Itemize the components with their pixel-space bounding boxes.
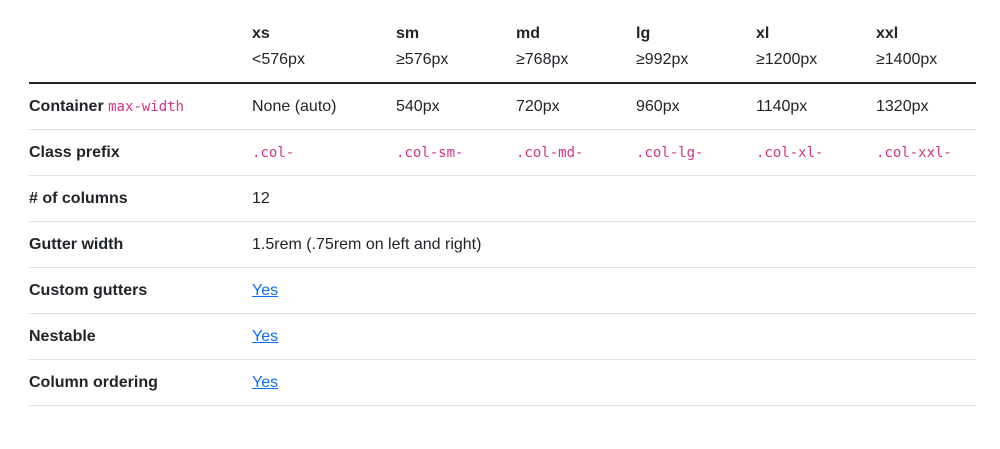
- breakpoint-name: md: [516, 25, 540, 42]
- row-number-of-columns: # of columns 12: [29, 175, 976, 222]
- class-prefix-code: .col-lg-: [636, 144, 704, 161]
- table-body: Container max-width None (auto) 540px 72…: [29, 83, 976, 406]
- column-ordering-link[interactable]: Yes: [252, 373, 279, 391]
- breakpoint-range: ≥576px: [396, 51, 449, 68]
- row-label: Nestable: [29, 313, 252, 360]
- table-cell: 1.5rem (.75rem on left and right): [252, 221, 976, 268]
- table-cell: 540px: [396, 83, 516, 130]
- table-cell: .col-xxl-: [876, 129, 976, 176]
- header-row: xs <576px sm ≥576px md ≥768px lg ≥992px …: [29, 0, 976, 84]
- class-prefix-code: .col-md-: [516, 144, 584, 161]
- breakpoint-range: ≥768px: [516, 51, 569, 68]
- header-xxl: xxl ≥1400px: [876, 0, 976, 84]
- custom-gutters-link[interactable]: Yes: [252, 281, 279, 299]
- breakpoint-name: xxl: [876, 25, 899, 42]
- table-cell: .col-sm-: [396, 129, 516, 176]
- class-prefix-code: .col-sm-: [396, 144, 464, 161]
- table-cell: Yes: [252, 267, 976, 314]
- breakpoint-name: lg: [636, 25, 651, 42]
- table-cell: None (auto): [252, 83, 396, 130]
- header-md: md ≥768px: [516, 0, 636, 84]
- breakpoint-name: sm: [396, 25, 420, 42]
- class-prefix-code: .col-: [252, 144, 295, 161]
- row-container-max-width: Container max-width None (auto) 540px 72…: [29, 83, 976, 130]
- table-cell: 960px: [636, 83, 756, 130]
- row-label-code: max-width: [108, 98, 184, 115]
- table-cell: .col-: [252, 129, 396, 176]
- row-gutter-width: Gutter width 1.5rem (.75rem on left and …: [29, 221, 976, 268]
- row-label: # of columns: [29, 175, 252, 222]
- breakpoint-range: <576px: [252, 51, 305, 68]
- row-custom-gutters: Custom gutters Yes: [29, 267, 976, 314]
- row-label: Column ordering: [29, 359, 252, 406]
- table-cell: 1140px: [756, 83, 876, 130]
- breakpoint-name: xl: [756, 25, 770, 42]
- table-cell: 12: [252, 175, 976, 222]
- class-prefix-code: .col-xl-: [756, 144, 824, 161]
- table-header: xs <576px sm ≥576px md ≥768px lg ≥992px …: [29, 0, 976, 84]
- header-empty-cell: [29, 0, 252, 84]
- header-xl: xl ≥1200px: [756, 0, 876, 84]
- breakpoint-name: xs: [252, 25, 270, 42]
- row-label-text: Container: [29, 97, 104, 115]
- table-cell: .col-lg-: [636, 129, 756, 176]
- table-cell: Yes: [252, 359, 976, 406]
- class-prefix-code: .col-xxl-: [876, 144, 952, 161]
- row-label: Gutter width: [29, 221, 252, 268]
- breakpoint-range: ≥1200px: [756, 51, 818, 68]
- table-cell: .col-xl-: [756, 129, 876, 176]
- grid-options-table: xs <576px sm ≥576px md ≥768px lg ≥992px …: [29, 0, 976, 406]
- row-label: Class prefix: [29, 129, 252, 176]
- row-label: Container max-width: [29, 83, 252, 130]
- table-cell: Yes: [252, 313, 976, 360]
- row-column-ordering: Column ordering Yes: [29, 359, 976, 406]
- breakpoint-range: ≥992px: [636, 51, 689, 68]
- header-lg: lg ≥992px: [636, 0, 756, 84]
- nestable-link[interactable]: Yes: [252, 327, 279, 345]
- row-class-prefix: Class prefix .col- .col-sm- .col-md- .co…: [29, 129, 976, 176]
- table-cell: 1320px: [876, 83, 976, 130]
- breakpoint-range: ≥1400px: [876, 51, 938, 68]
- row-nestable: Nestable Yes: [29, 313, 976, 360]
- header-xs: xs <576px: [252, 0, 396, 84]
- table-cell: .col-md-: [516, 129, 636, 176]
- row-label: Custom gutters: [29, 267, 252, 314]
- header-sm: sm ≥576px: [396, 0, 516, 84]
- table-cell: 720px: [516, 83, 636, 130]
